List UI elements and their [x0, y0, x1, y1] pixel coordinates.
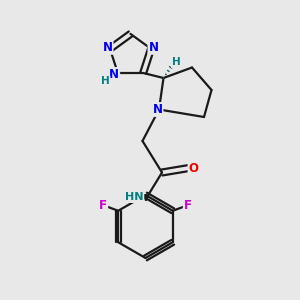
Text: O: O [188, 161, 199, 175]
Text: F: F [184, 199, 192, 212]
Text: N: N [148, 41, 158, 54]
Text: H: H [172, 57, 181, 68]
Text: N: N [152, 103, 163, 116]
Text: N: N [109, 68, 119, 81]
Text: H: H [101, 76, 110, 86]
Text: N: N [103, 41, 112, 54]
Text: F: F [99, 199, 107, 212]
Text: HN: HN [125, 192, 143, 202]
